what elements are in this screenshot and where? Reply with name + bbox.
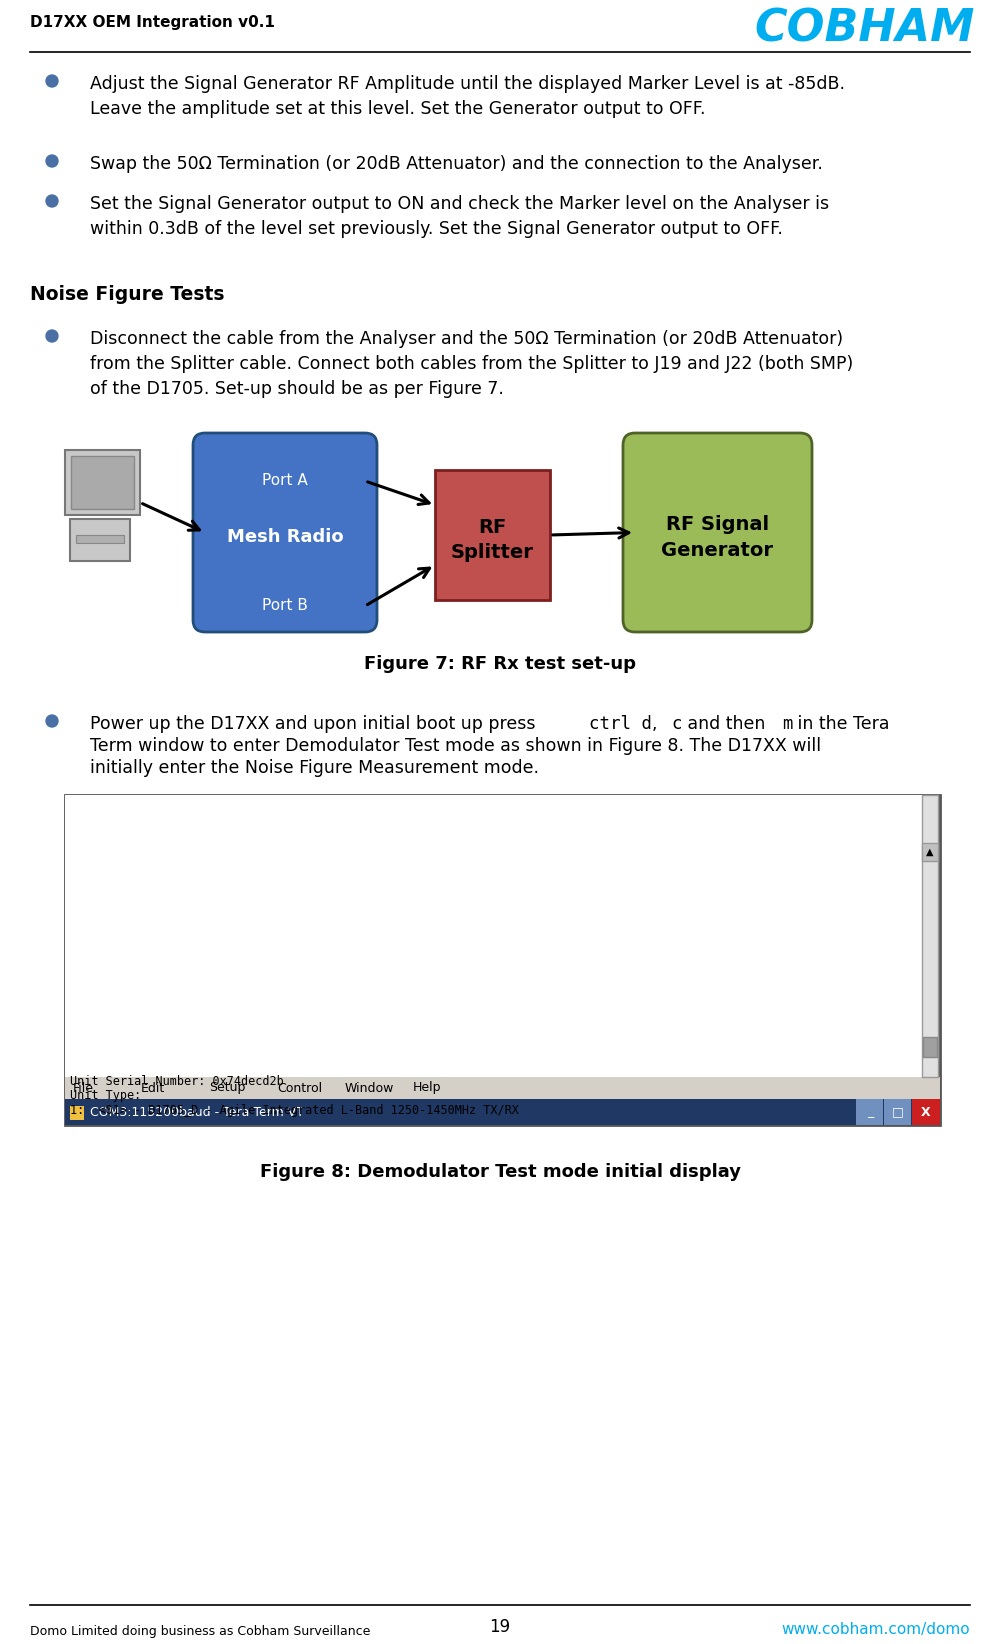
FancyBboxPatch shape bbox=[65, 796, 922, 1077]
Text: Figure 7: RF Rx test set-up: Figure 7: RF Rx test set-up bbox=[364, 654, 636, 672]
Text: Set the Signal Generator output to ON and check the Marker level on the Analyser: Set the Signal Generator output to ON an… bbox=[90, 196, 829, 238]
Text: Port B: Port B bbox=[262, 598, 308, 613]
FancyBboxPatch shape bbox=[912, 1098, 940, 1124]
FancyBboxPatch shape bbox=[193, 432, 377, 631]
Text: _: _ bbox=[867, 1105, 873, 1118]
Circle shape bbox=[46, 76, 58, 87]
FancyBboxPatch shape bbox=[65, 796, 940, 1124]
FancyBboxPatch shape bbox=[435, 470, 550, 600]
Text: X: X bbox=[921, 1105, 931, 1118]
Circle shape bbox=[46, 715, 58, 727]
Text: c: c bbox=[672, 715, 682, 733]
Text: Figure 8: Demodulator Test mode initial display: Figure 8: Demodulator Test mode initial … bbox=[260, 1162, 740, 1180]
Text: Window: Window bbox=[345, 1082, 394, 1095]
Text: www.cobham.com/domo: www.cobham.com/domo bbox=[781, 1623, 970, 1637]
Text: Unit Serial Number: 0x74decd2b: Unit Serial Number: 0x74decd2b bbox=[70, 1075, 284, 1088]
Text: Mesh Radio: Mesh Radio bbox=[227, 528, 343, 546]
Text: 1:  <01> - D1705_D - Agile Integrated L-Band 1250-1450MHz TX/RX: 1: <01> - D1705_D - Agile Integrated L-B… bbox=[70, 1105, 519, 1116]
Text: Port A: Port A bbox=[262, 473, 308, 488]
Text: Disconnect the cable from the Analyser and the 50Ω Termination (or 20dB Attenuat: Disconnect the cable from the Analyser a… bbox=[90, 330, 853, 398]
Text: File: File bbox=[73, 1082, 94, 1095]
Text: Term window to enter Demodulator Test mode as shown in Figure 8. The D17XX will: Term window to enter Demodulator Test mo… bbox=[90, 737, 821, 755]
FancyBboxPatch shape bbox=[65, 1077, 940, 1098]
FancyBboxPatch shape bbox=[923, 1037, 937, 1057]
Text: m: m bbox=[782, 715, 792, 733]
Text: in the Tera: in the Tera bbox=[792, 715, 890, 733]
Text: □: □ bbox=[892, 1105, 904, 1118]
FancyBboxPatch shape bbox=[65, 450, 140, 515]
Text: ctrl d: ctrl d bbox=[589, 715, 652, 733]
Text: Unit Type:: Unit Type: bbox=[70, 1090, 141, 1103]
FancyBboxPatch shape bbox=[76, 534, 124, 543]
FancyBboxPatch shape bbox=[856, 1098, 883, 1124]
Text: Setup: Setup bbox=[209, 1082, 245, 1095]
Text: and then: and then bbox=[682, 715, 771, 733]
Circle shape bbox=[46, 196, 58, 207]
Text: Swap the 50Ω Termination (or 20dB Attenuator) and the connection to the Analyser: Swap the 50Ω Termination (or 20dB Attenu… bbox=[90, 155, 823, 173]
FancyBboxPatch shape bbox=[922, 843, 938, 861]
Text: COM3:115200baud - Tera Term VT: COM3:115200baud - Tera Term VT bbox=[90, 1105, 304, 1118]
Text: Help: Help bbox=[413, 1082, 442, 1095]
Text: initially enter the Noise Figure Measurement mode.: initially enter the Noise Figure Measure… bbox=[90, 760, 539, 778]
FancyBboxPatch shape bbox=[65, 1098, 940, 1124]
Text: Domo Limited doing business as Cobham Surveillance: Domo Limited doing business as Cobham Su… bbox=[30, 1624, 370, 1637]
Text: Adjust the Signal Generator RF Amplitude until the displayed Marker Level is at : Adjust the Signal Generator RF Amplitude… bbox=[90, 76, 845, 118]
Text: Control: Control bbox=[277, 1082, 322, 1095]
FancyBboxPatch shape bbox=[70, 520, 130, 561]
Text: D17XX OEM Integration v0.1: D17XX OEM Integration v0.1 bbox=[30, 15, 275, 30]
FancyBboxPatch shape bbox=[922, 796, 938, 1077]
Text: ▲: ▲ bbox=[926, 847, 934, 857]
Text: Edit: Edit bbox=[141, 1082, 165, 1095]
Circle shape bbox=[46, 155, 58, 168]
Text: Noise Figure Tests: Noise Figure Tests bbox=[30, 284, 224, 304]
FancyBboxPatch shape bbox=[884, 1098, 911, 1124]
Text: ,: , bbox=[652, 715, 663, 733]
Circle shape bbox=[46, 330, 58, 342]
FancyBboxPatch shape bbox=[70, 1106, 84, 1120]
Text: RF
Splitter: RF Splitter bbox=[451, 518, 534, 562]
Text: 19: 19 bbox=[489, 1618, 511, 1636]
FancyBboxPatch shape bbox=[623, 432, 812, 631]
Text: Power up the D17XX and upon initial boot up press: Power up the D17XX and upon initial boot… bbox=[90, 715, 541, 733]
Text: COBHAM: COBHAM bbox=[755, 8, 975, 51]
FancyBboxPatch shape bbox=[71, 455, 134, 510]
Text: RF Signal
Generator: RF Signal Generator bbox=[662, 516, 774, 559]
